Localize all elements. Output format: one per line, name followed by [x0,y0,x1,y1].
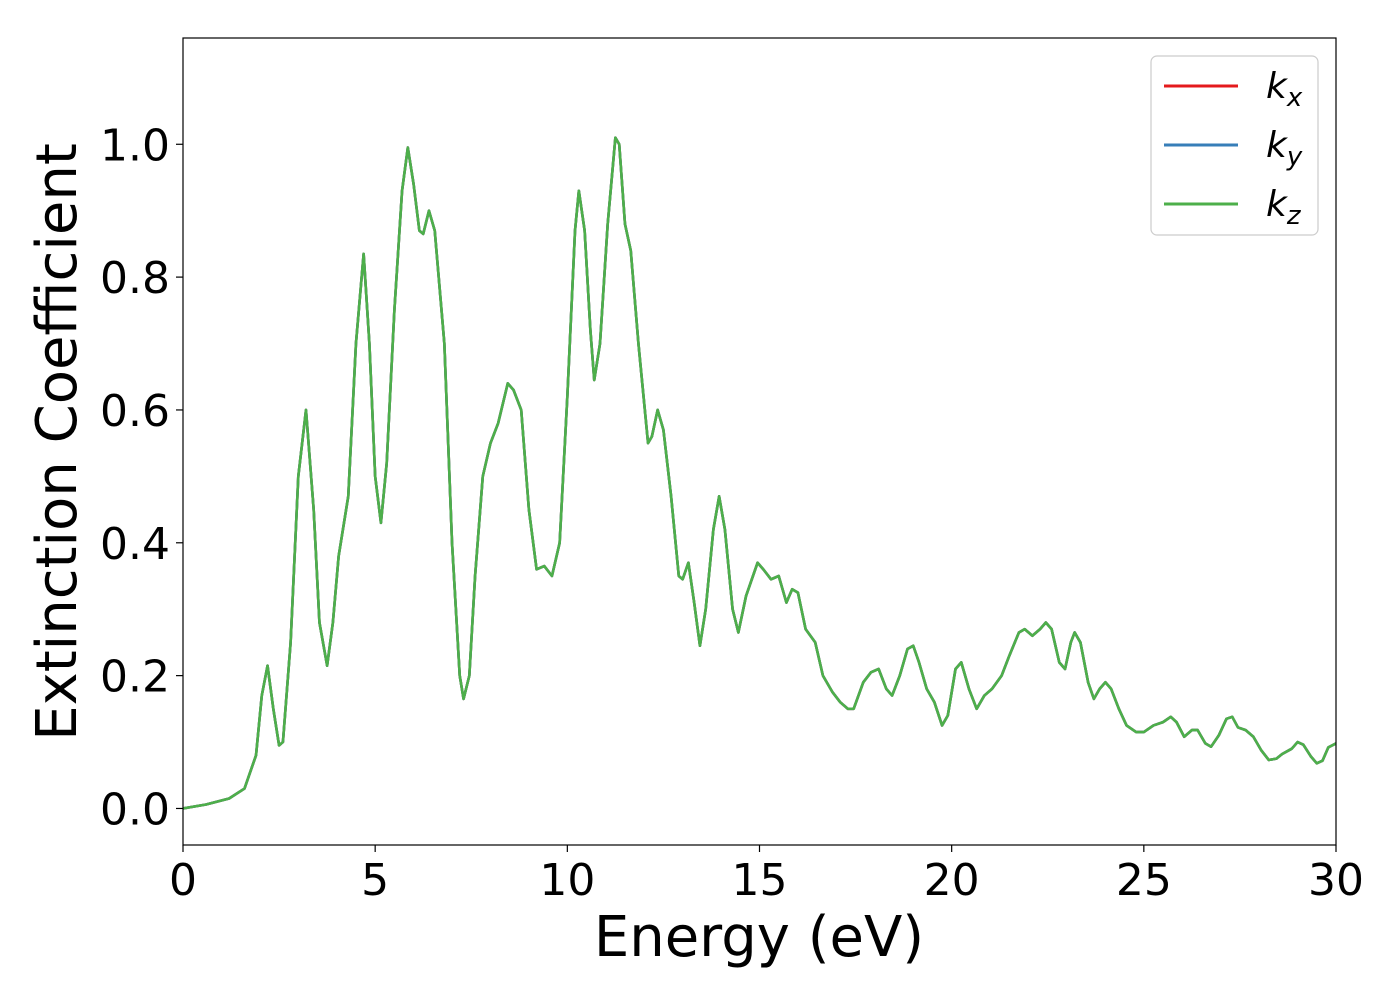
legend: kx ky kz [1150,55,1319,236]
series-line-k-z [183,136,1336,810]
legend-label-k-z: kz [1266,184,1302,231]
x-tick-label: 20 [924,855,980,906]
axes-layer: 0 5 10 15 20 25 30 0.0 0.2 0.4 0.6 0.8 1.0 [100,37,1364,906]
y-axis-title: Extinction Coefficient [25,143,90,741]
x-tick-label: 15 [732,855,788,906]
y-tick-label: 0.8 [100,253,170,304]
series-layer [183,136,1336,810]
x-tick-label: 10 [539,855,595,906]
legend-label-k-x: kx [1266,66,1303,113]
y-tick-label: 0.6 [100,386,170,437]
y-tick-label: 0.2 [100,652,170,703]
x-axis-title: Energy (eV) [594,905,924,970]
x-tick-label: 0 [169,855,197,906]
x-tick-label: 30 [1308,855,1364,906]
legend-label-k-y: ky [1266,125,1303,172]
y-tick-label: 1.0 [100,120,170,171]
x-tick-label: 5 [361,855,389,906]
y-tick-label: 0.0 [100,784,170,835]
x-tick-label: 25 [1116,855,1172,906]
y-tick-label: 0.4 [100,519,170,570]
